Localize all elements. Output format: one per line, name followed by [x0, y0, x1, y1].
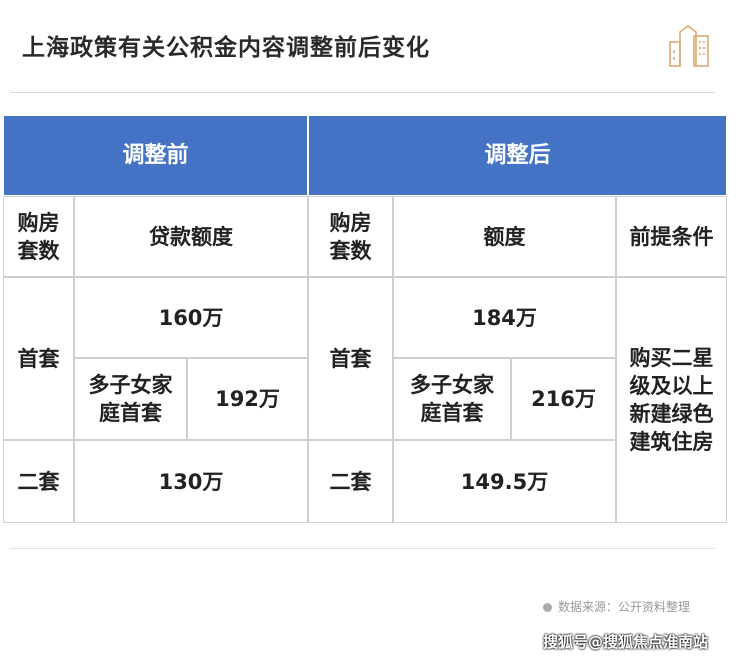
- col-condition: 前提条件: [616, 196, 727, 277]
- bottom-divider: [10, 548, 715, 549]
- divider: [10, 92, 715, 93]
- second-home-before-value: 130万: [74, 440, 308, 523]
- page-title: 上海政策有关公积金内容调整前后变化: [22, 35, 430, 61]
- col-count-before: 购房套数: [3, 196, 74, 277]
- watermark: 搜狐号@搜狐焦点淮南站: [543, 633, 709, 651]
- second-home-label-before: 二套: [3, 440, 74, 523]
- first-home-after-value: 184万: [393, 277, 616, 358]
- building-icon: [669, 25, 709, 67]
- first-home-label-before: 首套: [3, 277, 74, 440]
- multi-child-label-before: 多子女家庭首套: [74, 358, 187, 440]
- multi-child-after-value: 216万: [511, 358, 616, 440]
- first-home-label-after: 首套: [308, 277, 393, 440]
- header-before: 调整前: [3, 115, 308, 196]
- header-after: 调整后: [308, 115, 727, 196]
- col-amount-before: 贷款额度: [74, 196, 308, 277]
- col-amount-after: 额度: [393, 196, 616, 277]
- first-home-before-value: 160万: [74, 277, 308, 358]
- condition-value: 购买二星级及以上新建绿色建筑住房: [616, 277, 727, 523]
- second-home-label-after: 二套: [308, 440, 393, 523]
- multi-child-before-value: 192万: [187, 358, 308, 440]
- second-home-after-value: 149.5万: [393, 440, 616, 523]
- data-source-text: 数据来源：公开资料整理: [558, 600, 691, 614]
- col-count-after: 购房套数: [308, 196, 393, 277]
- multi-child-label-after: 多子女家庭首套: [393, 358, 511, 440]
- bullet-icon: [543, 603, 552, 612]
- data-source: 数据来源：公开资料整理: [543, 598, 690, 615]
